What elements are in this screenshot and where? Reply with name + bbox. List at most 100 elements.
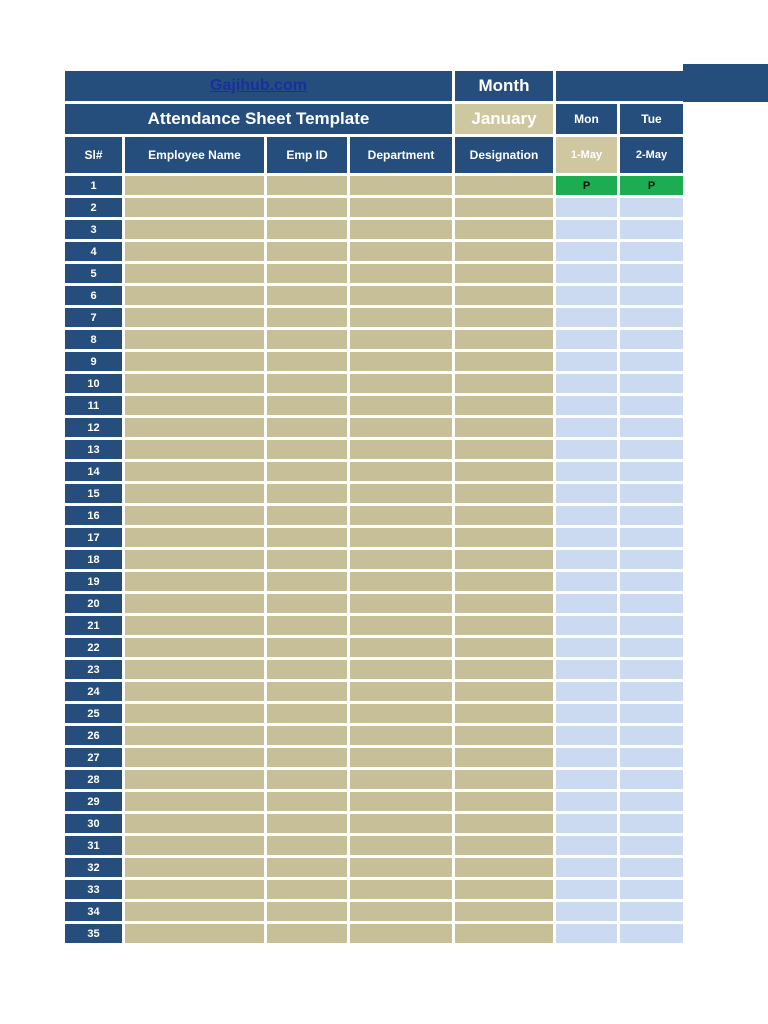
attendance-cell[interactable]	[620, 440, 683, 459]
attendance-cell[interactable]	[620, 528, 683, 547]
employee-name-cell[interactable]	[125, 484, 264, 503]
attendance-cell[interactable]	[620, 858, 683, 877]
emp-id-cell[interactable]	[267, 528, 347, 547]
attendance-cell[interactable]	[556, 836, 617, 855]
employee-name-cell[interactable]	[125, 770, 264, 789]
department-cell[interactable]	[350, 396, 452, 415]
attendance-cell[interactable]	[620, 308, 683, 327]
attendance-cell[interactable]	[620, 748, 683, 767]
attendance-cell[interactable]	[620, 506, 683, 525]
department-cell[interactable]	[350, 682, 452, 701]
employee-name-cell[interactable]	[125, 506, 264, 525]
attendance-cell[interactable]	[556, 770, 617, 789]
employee-name-cell[interactable]	[125, 330, 264, 349]
employee-name-cell[interactable]	[125, 220, 264, 239]
emp-id-cell[interactable]	[267, 198, 347, 217]
emp-id-cell[interactable]	[267, 616, 347, 635]
designation-cell[interactable]	[455, 924, 553, 943]
attendance-cell[interactable]	[556, 638, 617, 657]
department-cell[interactable]	[350, 484, 452, 503]
employee-name-cell[interactable]	[125, 242, 264, 261]
attendance-cell[interactable]	[620, 550, 683, 569]
designation-cell[interactable]	[455, 528, 553, 547]
department-cell[interactable]	[350, 374, 452, 393]
emp-id-cell[interactable]	[267, 374, 347, 393]
department-cell[interactable]	[350, 748, 452, 767]
department-cell[interactable]	[350, 660, 452, 679]
attendance-cell[interactable]	[556, 880, 617, 899]
department-cell[interactable]	[350, 616, 452, 635]
emp-id-cell[interactable]	[267, 550, 347, 569]
designation-cell[interactable]	[455, 902, 553, 921]
employee-name-cell[interactable]	[125, 902, 264, 921]
attendance-cell[interactable]	[556, 726, 617, 745]
emp-id-cell[interactable]	[267, 594, 347, 613]
designation-cell[interactable]	[455, 264, 553, 283]
designation-cell[interactable]	[455, 594, 553, 613]
emp-id-cell[interactable]	[267, 638, 347, 657]
department-cell[interactable]	[350, 330, 452, 349]
employee-name-cell[interactable]	[125, 528, 264, 547]
emp-id-cell[interactable]	[267, 506, 347, 525]
department-cell[interactable]	[350, 286, 452, 305]
department-cell[interactable]	[350, 924, 452, 943]
designation-cell[interactable]	[455, 220, 553, 239]
attendance-cell[interactable]	[556, 396, 617, 415]
emp-id-cell[interactable]	[267, 924, 347, 943]
attendance-cell[interactable]	[556, 616, 617, 635]
attendance-cell[interactable]	[556, 660, 617, 679]
attendance-cell[interactable]	[556, 682, 617, 701]
employee-name-cell[interactable]	[125, 594, 264, 613]
emp-id-cell[interactable]	[267, 880, 347, 899]
employee-name-cell[interactable]	[125, 374, 264, 393]
designation-cell[interactable]	[455, 572, 553, 591]
emp-id-cell[interactable]	[267, 836, 347, 855]
emp-id-cell[interactable]	[267, 462, 347, 481]
attendance-cell[interactable]	[620, 682, 683, 701]
attendance-cell[interactable]	[556, 924, 617, 943]
attendance-cell[interactable]	[620, 814, 683, 833]
employee-name-cell[interactable]	[125, 198, 264, 217]
attendance-cell[interactable]	[620, 462, 683, 481]
designation-cell[interactable]	[455, 682, 553, 701]
brand-link[interactable]: Gajihub.com	[210, 77, 307, 94]
department-cell[interactable]	[350, 726, 452, 745]
employee-name-cell[interactable]	[125, 616, 264, 635]
designation-cell[interactable]	[455, 792, 553, 811]
designation-cell[interactable]	[455, 352, 553, 371]
employee-name-cell[interactable]	[125, 704, 264, 723]
attendance-cell[interactable]	[556, 528, 617, 547]
department-cell[interactable]	[350, 308, 452, 327]
attendance-cell[interactable]	[556, 814, 617, 833]
department-cell[interactable]	[350, 506, 452, 525]
attendance-cell[interactable]	[620, 726, 683, 745]
attendance-cell[interactable]	[620, 594, 683, 613]
emp-id-cell[interactable]	[267, 396, 347, 415]
employee-name-cell[interactable]	[125, 462, 264, 481]
employee-name-cell[interactable]	[125, 418, 264, 437]
emp-id-cell[interactable]	[267, 264, 347, 283]
department-cell[interactable]	[350, 572, 452, 591]
designation-cell[interactable]	[455, 770, 553, 789]
emp-id-cell[interactable]	[267, 726, 347, 745]
designation-cell[interactable]	[455, 462, 553, 481]
attendance-cell[interactable]	[556, 286, 617, 305]
attendance-cell[interactable]	[556, 858, 617, 877]
attendance-cell[interactable]	[620, 924, 683, 943]
attendance-cell[interactable]	[556, 264, 617, 283]
attendance-cell[interactable]: P	[620, 176, 683, 195]
attendance-cell[interactable]	[620, 374, 683, 393]
attendance-cell[interactable]	[620, 396, 683, 415]
attendance-cell[interactable]	[620, 616, 683, 635]
attendance-cell[interactable]	[556, 748, 617, 767]
emp-id-cell[interactable]	[267, 770, 347, 789]
attendance-cell[interactable]	[556, 506, 617, 525]
designation-cell[interactable]	[455, 704, 553, 723]
designation-cell[interactable]	[455, 330, 553, 349]
designation-cell[interactable]	[455, 748, 553, 767]
designation-cell[interactable]	[455, 616, 553, 635]
designation-cell[interactable]	[455, 396, 553, 415]
emp-id-cell[interactable]	[267, 418, 347, 437]
department-cell[interactable]	[350, 528, 452, 547]
department-cell[interactable]	[350, 242, 452, 261]
